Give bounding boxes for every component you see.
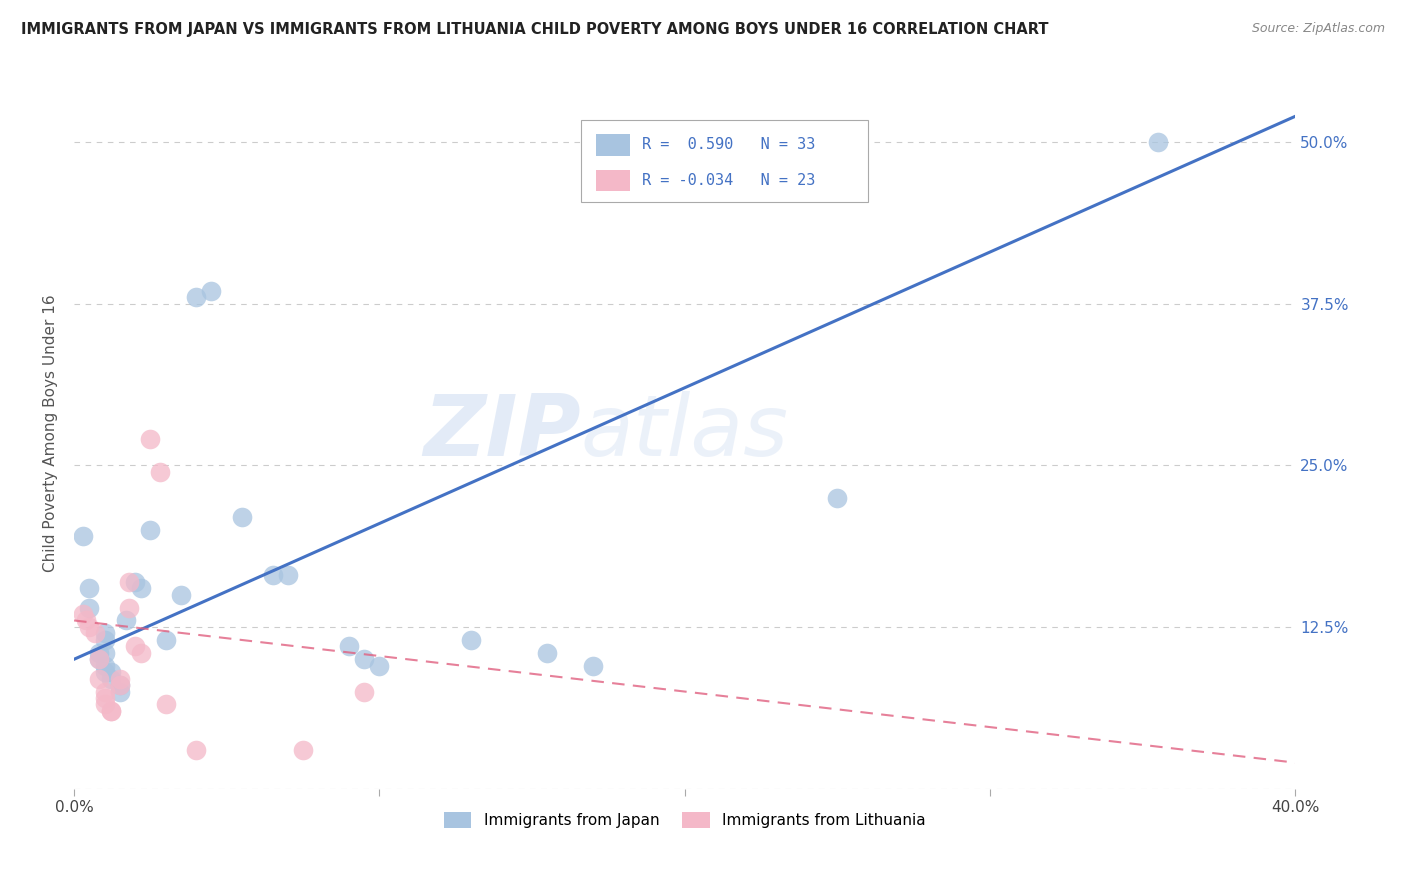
Point — [84, 626, 107, 640]
Point — [124, 640, 146, 654]
Point — [108, 678, 131, 692]
Point — [79, 600, 101, 615]
Point — [87, 652, 110, 666]
Point — [353, 684, 375, 698]
Point — [337, 640, 360, 654]
Point — [139, 433, 162, 447]
FancyBboxPatch shape — [596, 135, 630, 156]
Y-axis label: Child Poverty Among Boys Under 16: Child Poverty Among Boys Under 16 — [44, 294, 58, 572]
Point — [75, 614, 97, 628]
Point — [118, 574, 141, 589]
Point — [353, 652, 375, 666]
Point — [118, 600, 141, 615]
Point — [72, 529, 94, 543]
Point — [536, 646, 558, 660]
Point — [93, 665, 115, 680]
Text: R =  0.590   N = 33: R = 0.590 N = 33 — [643, 137, 815, 153]
Point — [277, 568, 299, 582]
Point — [129, 646, 152, 660]
Point — [124, 574, 146, 589]
Point — [186, 290, 208, 304]
Point — [93, 684, 115, 698]
Point — [93, 691, 115, 706]
Point — [139, 523, 162, 537]
Point — [79, 620, 101, 634]
Point — [292, 743, 315, 757]
Point — [93, 698, 115, 712]
Point — [231, 510, 253, 524]
Point — [87, 652, 110, 666]
Point — [200, 284, 222, 298]
Point — [827, 491, 849, 505]
Text: IMMIGRANTS FROM JAPAN VS IMMIGRANTS FROM LITHUANIA CHILD POVERTY AMONG BOYS UNDE: IMMIGRANTS FROM JAPAN VS IMMIGRANTS FROM… — [21, 22, 1049, 37]
Point — [129, 581, 152, 595]
Point — [93, 626, 115, 640]
Point — [155, 632, 177, 647]
Point — [582, 658, 605, 673]
Point — [87, 672, 110, 686]
Point — [1147, 135, 1170, 149]
Point — [170, 588, 193, 602]
Point — [93, 658, 115, 673]
Legend: Immigrants from Japan, Immigrants from Lithuania: Immigrants from Japan, Immigrants from L… — [437, 806, 932, 834]
Point — [368, 658, 391, 673]
Text: R = -0.034   N = 23: R = -0.034 N = 23 — [643, 173, 815, 188]
Point — [100, 672, 122, 686]
Point — [108, 684, 131, 698]
Point — [149, 465, 172, 479]
Point — [93, 632, 115, 647]
Point — [115, 614, 138, 628]
FancyBboxPatch shape — [596, 169, 630, 191]
Point — [100, 704, 122, 718]
Point — [100, 704, 122, 718]
Point — [108, 672, 131, 686]
Text: Source: ZipAtlas.com: Source: ZipAtlas.com — [1251, 22, 1385, 36]
Point — [262, 568, 284, 582]
Point — [155, 698, 177, 712]
Point — [93, 646, 115, 660]
Point — [460, 632, 482, 647]
Point — [72, 607, 94, 621]
Point — [100, 665, 122, 680]
Point — [87, 646, 110, 660]
Point — [108, 678, 131, 692]
Point — [186, 743, 208, 757]
Text: ZIP: ZIP — [423, 392, 581, 475]
FancyBboxPatch shape — [581, 120, 868, 202]
Text: atlas: atlas — [581, 392, 789, 475]
Point — [79, 581, 101, 595]
